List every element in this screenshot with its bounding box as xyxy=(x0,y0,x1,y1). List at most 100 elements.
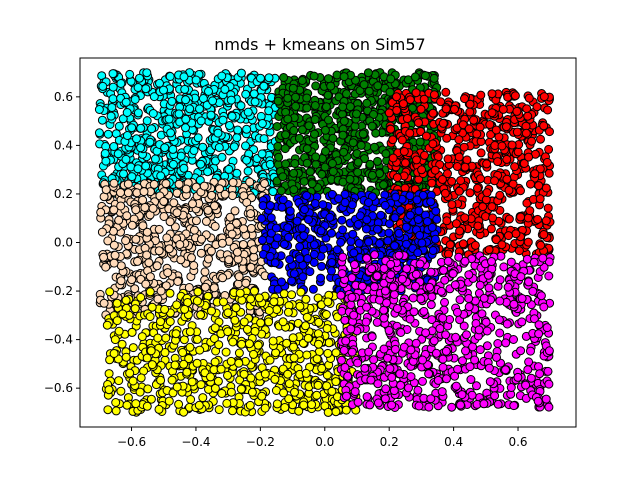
scatter-point xyxy=(324,338,334,348)
scatter-point xyxy=(544,271,554,281)
scatter-point xyxy=(150,154,160,164)
scatter-point xyxy=(362,98,372,108)
scatter-point xyxy=(281,159,291,169)
scatter-point xyxy=(482,326,492,336)
scatter-point xyxy=(230,315,240,325)
scatter-point xyxy=(476,174,485,184)
scatter-point xyxy=(414,118,423,128)
scatter-point xyxy=(490,176,499,186)
scatter-point xyxy=(373,398,383,408)
scatter-point xyxy=(394,228,404,238)
scatter-point xyxy=(300,205,309,214)
scatter-point xyxy=(170,360,180,370)
scatter-point xyxy=(98,81,108,91)
scatter-point xyxy=(164,244,174,254)
scatter-point xyxy=(289,353,299,363)
scatter-point xyxy=(543,366,553,376)
scatter-point xyxy=(100,149,110,158)
scatter-point xyxy=(305,167,315,177)
scatter-point xyxy=(415,230,425,240)
scatter-point xyxy=(433,375,443,385)
scatter-point xyxy=(298,272,308,282)
scatter-point xyxy=(338,252,348,262)
scatter-point xyxy=(130,304,140,314)
scatter-point xyxy=(441,87,451,97)
scatter-point xyxy=(502,319,512,329)
scatter-point xyxy=(114,121,124,131)
scatter-point xyxy=(413,215,423,224)
scatter-point xyxy=(382,298,391,308)
scatter-point xyxy=(536,291,546,301)
scatter-point xyxy=(301,294,311,304)
scatter-point xyxy=(234,358,244,368)
scatter-point xyxy=(165,288,175,298)
scatter-point xyxy=(167,375,177,385)
scatter-point xyxy=(103,129,113,139)
scatter-point xyxy=(455,295,465,305)
scatter-point xyxy=(391,192,401,202)
scatter-point xyxy=(257,119,267,128)
scatter-point xyxy=(352,109,361,119)
scatter-point xyxy=(127,327,137,337)
scatter-point xyxy=(440,297,449,307)
scatter-point xyxy=(281,130,291,140)
scatter-point xyxy=(497,141,507,151)
scatter-point xyxy=(466,375,476,384)
scatter-point xyxy=(288,333,298,343)
scatter-point xyxy=(385,364,395,374)
scatter-point xyxy=(145,272,155,282)
scatter-point xyxy=(426,267,436,277)
scatter-point xyxy=(232,168,242,178)
scatter-point xyxy=(384,108,394,118)
y-tick-label: 0.4 xyxy=(54,138,73,152)
scatter-point xyxy=(349,248,359,258)
scatter-point xyxy=(392,92,401,102)
scatter-point xyxy=(361,317,371,327)
scatter-point xyxy=(249,286,259,296)
scatter-point xyxy=(273,141,283,151)
scatter-point xyxy=(442,133,452,143)
scatter-point xyxy=(291,92,300,102)
scatter-point xyxy=(208,96,218,106)
scatter-point xyxy=(220,84,230,94)
scatter-point xyxy=(191,216,201,226)
scatter-point xyxy=(280,403,290,412)
scatter-point xyxy=(339,147,349,157)
scatter-point xyxy=(176,151,186,161)
scatter-point xyxy=(233,125,243,135)
scatter-point xyxy=(428,246,438,255)
scatter-point xyxy=(225,121,234,130)
scatter-point xyxy=(367,264,377,274)
scatter-point xyxy=(544,379,554,389)
scatter-point xyxy=(127,123,137,133)
scatter-point xyxy=(519,159,529,168)
scatter-point xyxy=(299,400,309,410)
scatter-point xyxy=(460,94,469,104)
scatter-point xyxy=(439,265,448,275)
scatter-point xyxy=(367,121,377,131)
scatter-point xyxy=(145,137,155,147)
scatter-point xyxy=(498,104,508,114)
scatter-point xyxy=(160,143,170,153)
scatter-point xyxy=(465,99,475,109)
scatter-point xyxy=(246,294,256,304)
scatter-point xyxy=(325,212,335,222)
scatter-point xyxy=(398,99,408,109)
scatter-point xyxy=(122,108,132,117)
scatter-point xyxy=(523,237,533,247)
scatter-point xyxy=(269,297,279,307)
scatter-point xyxy=(536,134,545,144)
scatter-point xyxy=(495,296,505,306)
scatter-point xyxy=(114,326,124,336)
scatter-point xyxy=(318,200,328,210)
scatter-point xyxy=(125,368,135,378)
scatter-point xyxy=(509,401,519,411)
scatter-point xyxy=(307,400,317,410)
scatter-point xyxy=(348,229,358,239)
scatter-point xyxy=(228,337,238,347)
scatter-point xyxy=(174,399,184,409)
scatter-point xyxy=(430,234,440,244)
scatter-point xyxy=(450,280,460,290)
scatter-point xyxy=(109,205,119,215)
scatter-point xyxy=(156,375,166,385)
